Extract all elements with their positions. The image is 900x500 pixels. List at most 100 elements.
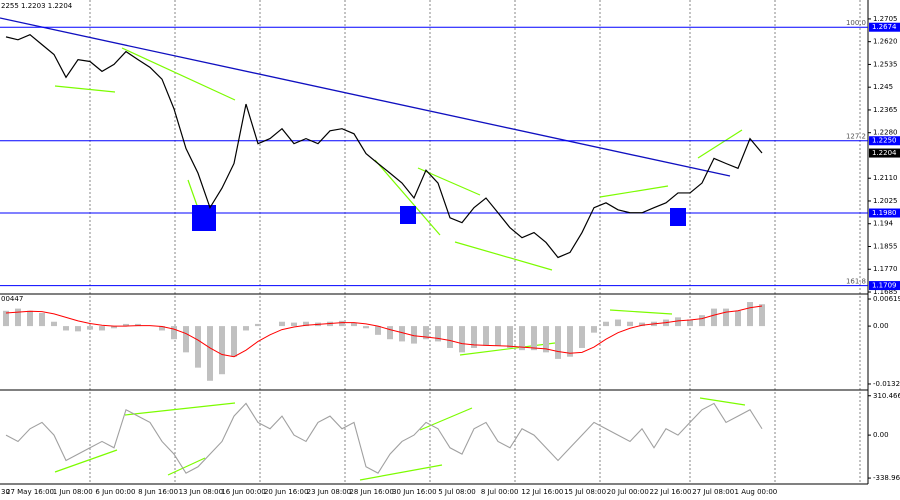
x-tick-label: 27 May 16:00 (6, 488, 54, 496)
histogram-bar (687, 319, 693, 327)
frames (0, 0, 869, 485)
divergence (609, 309, 673, 315)
level-label: 1.2250 (872, 137, 897, 145)
histogram-bar (279, 321, 285, 327)
y-tick-label: 1.2025 (873, 197, 898, 205)
divergence (454, 241, 553, 271)
divergence (459, 342, 556, 356)
y-tick-label: 1.194 (873, 220, 894, 228)
y-tick-label: 1.2280 (873, 129, 898, 137)
y-tick-label: 0.00 (873, 431, 889, 439)
y-tick-label: -338.9690 (873, 474, 900, 482)
histogram-bar (159, 326, 165, 331)
level-label: 1.2674 (872, 23, 897, 31)
histogram-bar (75, 326, 81, 332)
histogram-bar (87, 326, 93, 330)
histogram-bar (207, 326, 213, 381)
divergence (359, 464, 443, 481)
x-tick-label: 20 Jul 00:00 (607, 488, 649, 496)
histogram-bar (27, 310, 33, 327)
y-tick-label: 1.2365 (873, 106, 898, 114)
histogram-bar (219, 326, 225, 375)
divergence (419, 407, 473, 431)
level-name: 100.0 (846, 19, 866, 27)
histogram-bar (423, 326, 429, 340)
histogram-bar (507, 326, 513, 348)
histogram-bar (51, 321, 57, 327)
level-label: 1.1709 (872, 282, 897, 290)
x-tick-label: 27 Jul 08:00 (692, 488, 734, 496)
level-label-box (869, 208, 900, 218)
divergence (599, 185, 669, 198)
histogram-bar (3, 310, 9, 327)
divergence (54, 449, 118, 473)
level-name: 127.2 (846, 133, 866, 141)
level-name: 161.8 (846, 278, 866, 286)
level-label: 1.1980 (872, 209, 897, 217)
x-tick-label: 5 Jul 08:00 (438, 488, 476, 496)
histogram-bar (123, 323, 129, 327)
histogram-bar (555, 326, 561, 359)
histogram-bar (291, 322, 297, 327)
histogram-bar (483, 326, 489, 346)
histogram-bar (303, 321, 309, 327)
histogram-bar (531, 326, 537, 351)
histogram-bar (111, 326, 117, 329)
histogram-bar (183, 326, 189, 353)
histogram-bar (435, 326, 441, 342)
histogram-bar (675, 317, 681, 327)
histogram-bar (351, 322, 357, 327)
macd-title: 00447 (1, 295, 23, 303)
y-tick-label: 1.2110 (873, 174, 898, 182)
y-tick-label: 0.00 (873, 322, 889, 330)
x-tick-label: 30 (1, 488, 10, 496)
signal-line (5, 305, 763, 358)
divergence (54, 85, 116, 93)
grid (89, 0, 861, 484)
y-tick-label: 1.2620 (873, 38, 898, 46)
y-tick-label: 1.1855 (873, 242, 898, 250)
x-tick-label: 6 Jun 00:00 (95, 488, 135, 496)
divergence-lines (54, 47, 746, 481)
histogram-bar (387, 326, 393, 340)
markers (192, 205, 686, 231)
blue-square (670, 208, 686, 226)
x-tick-label: 8 Jul 00:00 (481, 488, 519, 496)
last-price-box (869, 148, 900, 158)
histogram-bar (39, 312, 45, 327)
histogram-bar (639, 322, 645, 327)
histogram-bar (447, 326, 453, 348)
histogram-bar (603, 321, 609, 327)
x-tick-label: 16 Jun 00:00 (221, 488, 265, 496)
x-tick-label: 8 Jun 16:00 (138, 488, 178, 496)
histogram-bar (579, 326, 585, 348)
y-tick-label: 310.4666 (873, 392, 900, 400)
histogram-bar (339, 320, 345, 327)
divergence (699, 397, 746, 406)
x-tick-label: 28 Jun 16:00 (349, 488, 393, 496)
divergence (121, 47, 236, 101)
x-tick-label: 15 Jul 08:00 (564, 488, 606, 496)
histogram-bar (723, 308, 729, 327)
histogram-bar (63, 326, 69, 331)
level-label-box (869, 281, 900, 291)
divergence (167, 457, 206, 476)
x-tick-label: 30 Jun 16:00 (392, 488, 436, 496)
divergence (374, 159, 441, 236)
last-price: 1.2204 (872, 149, 897, 157)
histogram-bar (759, 304, 765, 327)
histogram-bar (411, 326, 417, 344)
histogram-bar (459, 326, 465, 353)
histogram-bar (519, 326, 525, 351)
histogram-bar (171, 326, 177, 340)
blue-square (400, 206, 416, 224)
y-tick-label: 1.2535 (873, 60, 898, 68)
histogram-bar (255, 323, 261, 327)
y-tick-label: 1.1770 (873, 265, 898, 273)
histogram-bar (99, 326, 105, 331)
histogram-bar (735, 310, 741, 327)
